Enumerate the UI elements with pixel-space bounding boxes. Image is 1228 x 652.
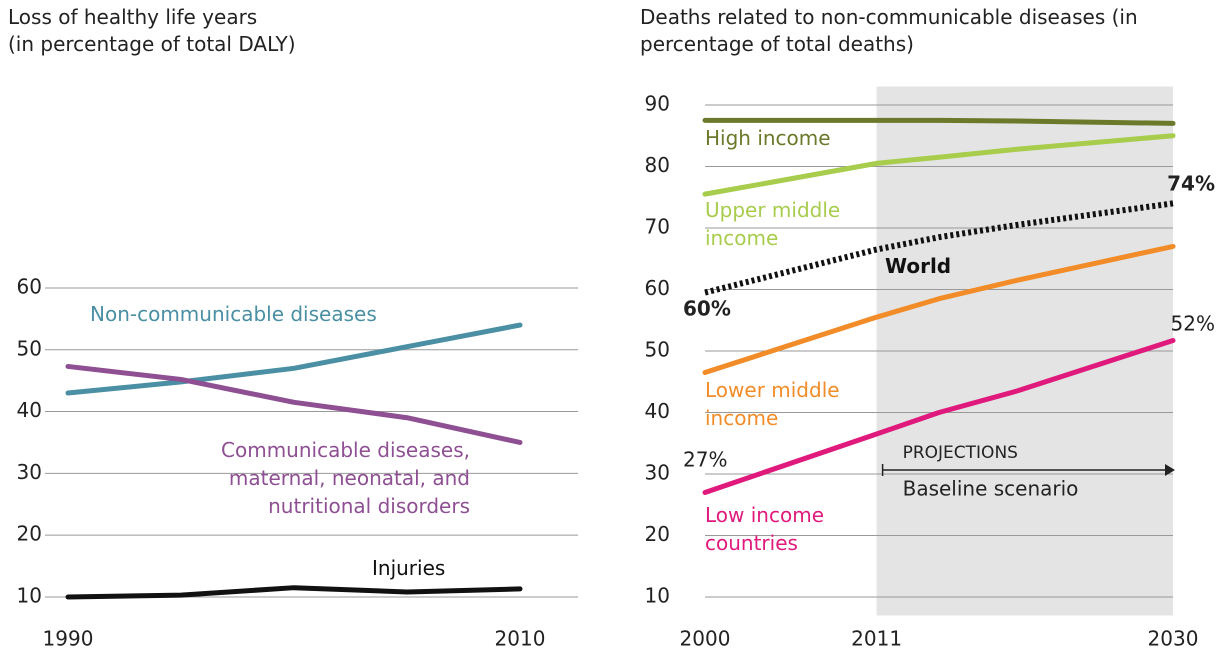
value-label: 52% xyxy=(1171,312,1215,336)
series-line xyxy=(702,117,1176,126)
value-label: 27% xyxy=(683,448,727,472)
series-line xyxy=(65,585,523,600)
series-label: Lower middle income xyxy=(705,378,840,430)
y-tick-label: 60 xyxy=(645,276,670,300)
y-tick-label: 70 xyxy=(645,214,670,238)
y-tick-label: 10 xyxy=(645,584,670,608)
series-label: Injuries xyxy=(372,556,446,580)
series-line xyxy=(702,133,1176,197)
y-tick-label: 60 xyxy=(17,274,42,298)
x-tick-label: 2011 xyxy=(851,627,902,651)
y-tick-label: 40 xyxy=(645,399,670,423)
chart-title: Loss of healthy life years xyxy=(8,5,258,29)
x-tick-label: 1990 xyxy=(43,627,94,651)
y-tick-label: 50 xyxy=(17,336,42,360)
series-label: Low income countries xyxy=(705,503,824,555)
annotation: Baseline scenario xyxy=(903,477,1079,501)
value-label: 60% xyxy=(683,297,731,321)
series-label: Communicable diseases, maternal, neonata… xyxy=(221,438,470,518)
y-tick-label: 90 xyxy=(645,91,670,115)
series-label: World xyxy=(885,254,952,278)
y-tick-label: 10 xyxy=(17,583,42,607)
series-label: Non-communicable diseases xyxy=(90,302,377,326)
x-tick-label: 2030 xyxy=(1148,627,1199,651)
y-tick-label: 50 xyxy=(645,338,670,362)
series-line xyxy=(65,322,523,396)
y-tick-label: 30 xyxy=(645,461,670,485)
value-label: 74% xyxy=(1167,172,1215,196)
series-line xyxy=(65,363,523,445)
annotation: PROJECTIONS xyxy=(903,443,1018,463)
y-tick-label: 30 xyxy=(17,460,42,484)
chart-subtitle: (in percentage of total DALY) xyxy=(8,32,296,56)
x-tick-label: 2000 xyxy=(680,627,731,651)
chart-title: Deaths related to non-communicable disea… xyxy=(640,5,1138,56)
series-line xyxy=(704,200,1174,296)
x-tick-label: 2010 xyxy=(495,627,546,651)
y-tick-label: 20 xyxy=(645,522,670,546)
series-line xyxy=(702,338,1176,495)
y-tick-label: 80 xyxy=(645,153,670,177)
y-tick-label: 20 xyxy=(17,522,42,546)
series-label: Upper middle income xyxy=(705,198,841,250)
series-label: High income xyxy=(705,126,831,150)
y-tick-label: 40 xyxy=(17,398,42,422)
arrow-head xyxy=(1165,464,1175,476)
series-line xyxy=(702,243,1176,376)
